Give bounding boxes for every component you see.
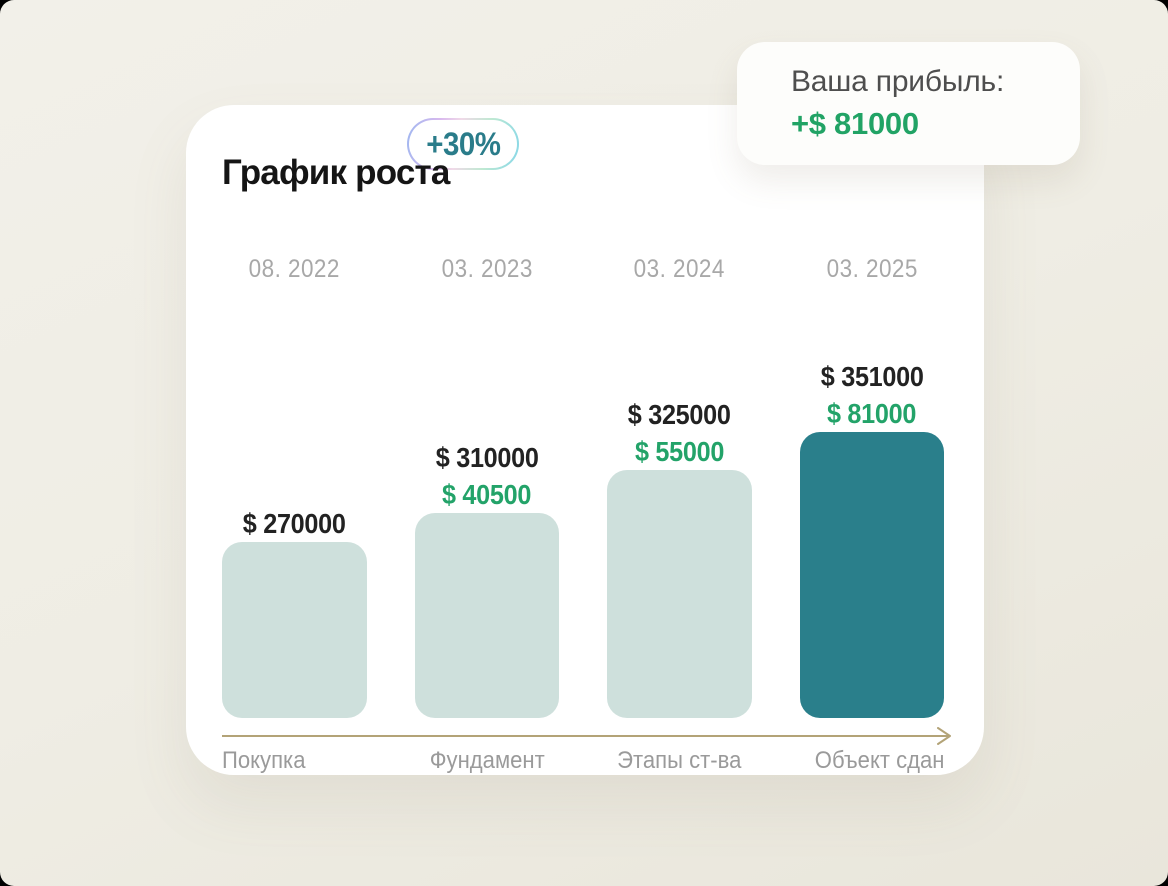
profit-card-label: Ваша прибыль: — [791, 65, 1005, 98]
bar-gain-value: $ 55000 — [634, 436, 724, 467]
chart-column-1: $ 270000 — [222, 333, 367, 718]
bar-object-delivered — [799, 432, 944, 718]
bar-gain-value: $ 81000 — [827, 398, 917, 429]
stage-label-construction: Этапы ст-ва — [617, 747, 742, 774]
bar-construction-stages — [607, 470, 752, 718]
chart-column-3: $ 325000 $ 55000 — [607, 333, 752, 718]
stage-label-foundation: Фундамент — [429, 747, 545, 774]
axis-arrow-icon — [222, 727, 951, 745]
date-label: 03. 2024 — [633, 255, 725, 283]
chart-column-2: $ 310000 $ 40500 — [414, 333, 559, 718]
profit-card: Ваша прибыль: +$ 81000 — [737, 42, 1080, 165]
growth-badge: +30% — [407, 118, 519, 170]
bar-purchase — [222, 542, 367, 718]
stage-label-delivered: Объект сдан — [814, 747, 944, 774]
bar-foundation — [414, 513, 559, 718]
page-title: График роста — [222, 153, 450, 192]
bar-total-value: $ 310000 — [435, 442, 539, 473]
bar-total-value: $ 325000 — [627, 399, 731, 430]
date-label: 08. 2022 — [248, 255, 340, 283]
date-label: 03. 2025 — [826, 255, 918, 283]
chart-column-4: $ 351000 $ 81000 — [799, 333, 944, 718]
stage-axis: Покупка Фундамент Этапы ст-ва Объект сда… — [222, 747, 944, 775]
bar-gain-value: $ 40500 — [442, 479, 532, 510]
profit-card-value: +$ 81000 — [791, 106, 919, 141]
growth-chart-card: +30% График роста 08. 2022 03. 2023 03. … — [186, 105, 984, 775]
date-axis: 08. 2022 03. 2023 03. 2024 03. 2025 — [222, 255, 944, 284]
stage-label-purchase: Покупка — [222, 747, 306, 774]
bar-total-value: $ 270000 — [242, 508, 346, 539]
growth-badge-inner: +30% — [409, 120, 517, 168]
growth-badge-label: +30% — [425, 125, 501, 162]
bars-area: $ 270000 $ 310000 $ 40500 $ 325000 $ 550… — [222, 333, 944, 718]
bar-total-value: $ 351000 — [820, 361, 924, 392]
date-label: 03. 2023 — [441, 255, 533, 283]
